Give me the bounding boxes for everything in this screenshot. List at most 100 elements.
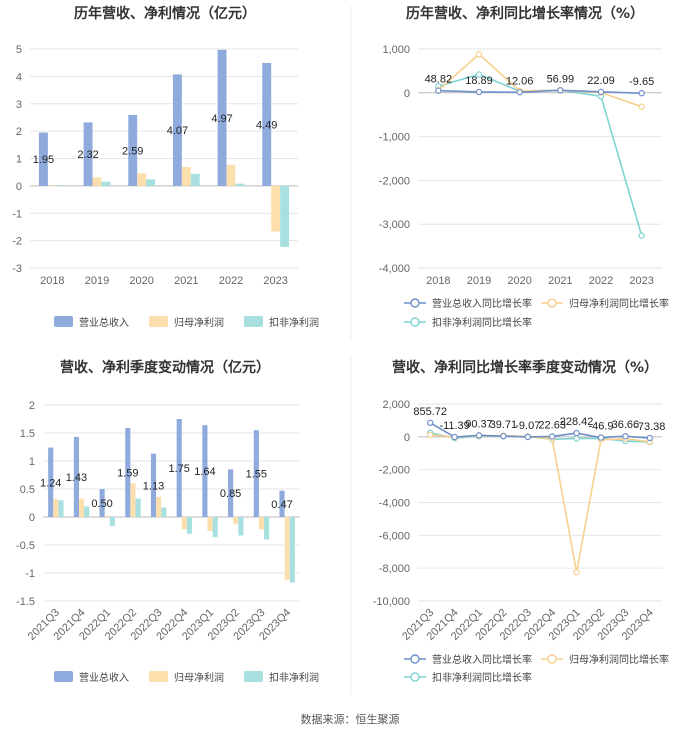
data-label: 22.09 [587,75,615,87]
data-label: -11.39 [439,420,469,432]
data-label: 2.32 [77,149,98,161]
y-tick-label: 2,000 [382,399,410,411]
bar-deducted-profit [212,517,218,538]
x-tick-label: 2022 [589,275,613,287]
bar-net-profit [271,185,281,232]
x-tick-label: 2019 [467,275,491,287]
bar-net-profit [284,517,290,580]
series-point [646,434,654,442]
bar-deducted-profit [235,183,245,186]
legend-swatch [244,671,263,682]
bar-net-profit [92,177,102,186]
annual-revenue-profit-chart: 历年营收、净利情况（亿元） 5 4 3 2 1 0 -1 -2 -3 2018 2019 2020 202… [12,5,319,329]
bar-deducted-profit [186,517,193,534]
x-tick-label: 2018 [426,275,450,287]
y-tick-label: 0 [29,512,35,524]
y-tick-label: 5 [16,44,22,56]
series-point [500,432,507,440]
data-label: 4.49 [256,119,277,131]
series-point [573,569,580,576]
bar-revenue [48,447,54,517]
bar-revenue [202,425,208,517]
series-point [638,103,645,110]
x-tick-label: 2022 [219,275,243,287]
x-tick-label: 2018 [40,275,64,287]
bar-net-profit [130,483,136,517]
y-tick-label: -1 [12,208,22,220]
annual-growth-rate-chart: 历年营收、净利同比增长率情况（%） 1,000 0 -1,000 -2,000 -3,00… [379,5,669,329]
legend-label: 扣非净利润同比增长率 [432,671,532,684]
y-tick-label: -6,000 [379,530,410,542]
legend-label: 归母净利润 [174,316,224,329]
x-tick-label: 2021 [174,275,198,287]
y-tick-label: -3,000 [379,219,410,231]
bar-deducted-profit [264,517,270,540]
legend-swatch [149,671,168,682]
x-tick-label: 2020 [129,275,153,287]
y-tick-label: -4,000 [379,263,410,275]
series-point [516,89,523,96]
series-line-revenue [429,422,650,439]
data-label: 1.64 [194,466,215,478]
bar-net-profit [258,517,265,530]
y-tick-label: -8,000 [379,563,410,575]
legend-label: 营业总收入同比增长率 [432,297,532,310]
bar-net-profit [181,517,187,530]
legend-swatch [54,671,73,682]
data-label: 56.99 [547,73,575,85]
bar-net-profit [47,185,57,187]
series-point [557,87,564,94]
bar-deducted-profit [84,506,90,517]
legend-label: 归母净利润同比增长率 [569,297,669,310]
x-tick-label: 2019 [85,275,109,287]
y-tick-label: -2,000 [379,465,410,477]
series-point [427,431,434,439]
y-tick-label: 1 [16,154,22,166]
bar-revenue [217,49,227,186]
legend-label: 营业总收入 [79,671,129,684]
series-point [573,435,580,442]
y-tick-label: 1,000 [382,44,410,56]
data-label: 4.97 [211,113,232,125]
bar-net-profit [137,173,147,186]
data-source-note: 数据来源：恒生聚源 [300,713,400,726]
y-tick-label: 0 [404,88,410,100]
series-point [638,232,645,239]
bar-deducted-profit [238,517,244,536]
bar-deducted-profit [190,173,200,186]
bar-revenue [228,469,234,517]
series-line-net-profit [430,434,650,573]
bar-deducted-profit [109,517,115,526]
y-tick-label: 0.5 [20,484,35,496]
legend-swatch [54,316,73,327]
chart-title: 营收、净利季度变动情况（亿元） [60,359,270,376]
legend-label: 扣非净利润 [269,316,319,329]
data-label: 855.72 [413,406,447,418]
legend-label: 扣非净利润 [269,671,319,684]
y-tick-label: 0 [404,432,410,444]
bar-deducted-profit [161,507,167,517]
series-point [573,429,580,437]
y-tick-label: 1 [29,456,35,468]
bar-net-profit [207,517,213,531]
bar-net-profit [104,515,110,517]
legend-marker [410,672,420,682]
data-label: 1.43 [66,472,87,484]
bar-deducted-profit [289,517,295,583]
series-point [475,88,483,96]
bar-deducted-profit [146,179,156,186]
series-point [435,87,442,94]
data-label: 0.50 [91,498,112,510]
quarterly-revenue-profit-chart: 营收、净利季度变动情况（亿元）21.510.50-0.5-1-1.52021Q3… [16,359,319,684]
bar-deducted-profit [280,185,290,247]
data-label: 0.85 [220,488,241,500]
bar-deducted-profit [58,500,64,517]
bar-revenue [279,490,285,517]
chart-title: 营收、净利同比增长率季度变动情况（%） [392,359,658,376]
data-label: 1.75 [168,463,189,475]
series-point [638,90,645,97]
data-label: 18.89 [465,75,493,87]
data-label: 1.59 [117,467,138,479]
x-tick-label: 2023 [629,275,653,287]
y-tick-label: 2 [29,400,35,412]
